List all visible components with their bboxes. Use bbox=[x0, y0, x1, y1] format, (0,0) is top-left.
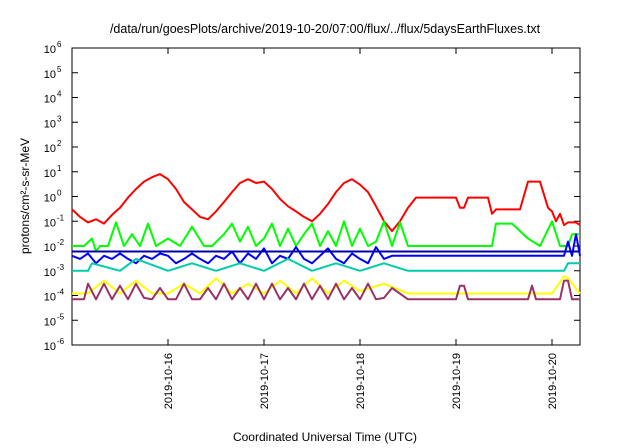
x-axis-label: Coordinated Universal Time (UTC) bbox=[233, 430, 417, 444]
x-tick-label: 2019-10-20 bbox=[547, 353, 559, 409]
y-tick-label: 10 bbox=[44, 316, 56, 328]
y-tick-label: 10 bbox=[44, 242, 56, 254]
x-axis-ticks: 2019-10-16 2019-10-17 2019-10-18 2019-10-19… bbox=[163, 48, 559, 409]
chart-title: /data/run/goesPlots/archive/2019-10-20/0… bbox=[110, 22, 541, 36]
y-tick-exponent: -6 bbox=[57, 337, 65, 346]
y-tick-exponent: 0 bbox=[57, 189, 62, 198]
series-line-2 bbox=[72, 220, 580, 253]
y-tick-exponent: 1 bbox=[57, 164, 62, 173]
x-tick-label: 2019-10-19 bbox=[451, 353, 463, 409]
y-tick-label: 10 bbox=[44, 217, 56, 229]
y-tick-exponent: 5 bbox=[57, 65, 62, 74]
y-tick-label: 10 bbox=[44, 118, 56, 130]
y-tick-exponent: 6 bbox=[57, 40, 62, 49]
y-tick-label: 10 bbox=[44, 168, 56, 180]
y-tick-label: 10 bbox=[44, 341, 56, 353]
series-layer bbox=[71, 173, 581, 301]
y-tick-exponent: -3 bbox=[57, 263, 65, 272]
series-line-7 bbox=[72, 279, 580, 301]
y-axis-ticks: 10 -610 -510 -410 -310 -210 -110 010 110 210 310 41… bbox=[44, 40, 580, 353]
y-tick-exponent: 2 bbox=[57, 139, 62, 148]
y-tick-exponent: 4 bbox=[57, 90, 62, 99]
series-line-6 bbox=[72, 275, 581, 295]
plot-frame bbox=[71, 47, 581, 346]
y-axis-label: protons/cm²-s-sr-MeV bbox=[18, 138, 32, 254]
x-tick-label: 2019-10-16 bbox=[163, 353, 175, 409]
y-tick-exponent: 3 bbox=[57, 114, 62, 123]
y-tick-exponent: -2 bbox=[57, 238, 65, 247]
y-tick-exponent: -5 bbox=[57, 312, 65, 321]
x-tick-label: 2019-10-17 bbox=[259, 353, 271, 409]
y-tick-exponent: -4 bbox=[57, 288, 65, 297]
y-tick-label: 10 bbox=[44, 292, 56, 304]
y-tick-exponent: -1 bbox=[57, 213, 65, 222]
y-tick-label: 10 bbox=[44, 143, 56, 155]
x-tick-label: 2019-10-18 bbox=[355, 353, 367, 409]
y-tick-label: 10 bbox=[44, 193, 56, 205]
series-line-1 bbox=[71, 173, 581, 233]
y-tick-label: 10 bbox=[44, 94, 56, 106]
series-line-5 bbox=[72, 257, 580, 272]
series-line-3 bbox=[71, 233, 581, 265]
y-tick-label: 10 bbox=[44, 69, 56, 81]
y-tick-label: 10 bbox=[44, 267, 56, 279]
y-tick-label: 10 bbox=[44, 44, 56, 56]
